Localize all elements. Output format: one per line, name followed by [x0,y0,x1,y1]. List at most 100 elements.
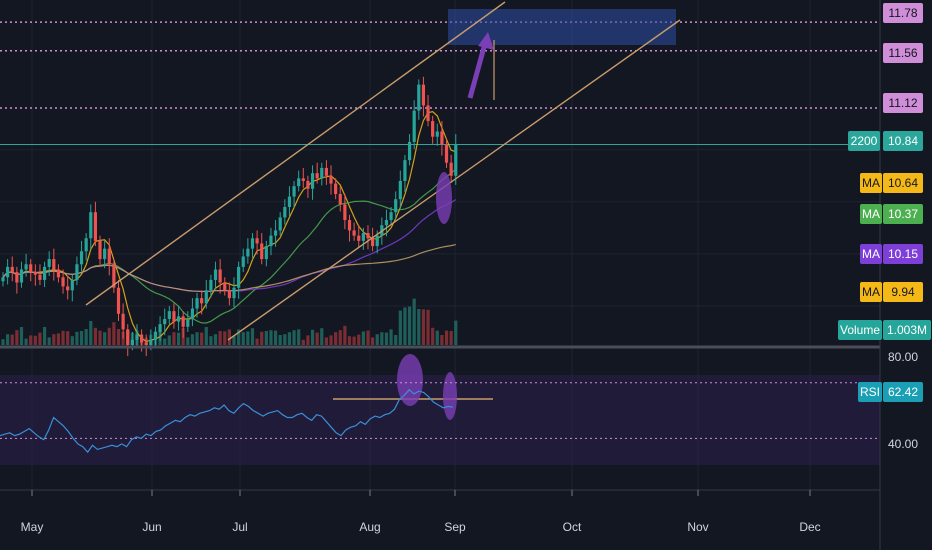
rsi-highlight-ellipse-2 [443,372,457,420]
volume-bar [361,331,365,345]
volume-bar [255,338,259,345]
volume-bar [167,335,171,345]
volume-bar [61,330,65,345]
volume-bar [273,330,278,345]
candle-body [130,339,134,345]
volume-bar [384,332,389,345]
volume-bar [329,335,333,345]
ma-label-tag: MA [862,176,880,190]
candle-body [320,167,324,179]
last-price-time-tag: 2200 [851,134,878,148]
candle-body [227,290,231,299]
candle-body [394,199,398,213]
candle-body [301,178,305,181]
candle-body [352,230,356,236]
candle-body [297,178,301,187]
volume-bar [407,306,412,345]
candle-body [292,186,296,197]
candle-body [375,235,379,247]
candle-body [112,264,116,288]
candle-body [398,180,402,200]
volume-bar [112,322,116,345]
volume-bar [52,334,56,345]
candle-body [384,220,389,226]
volume-label-tag: Volume [840,323,880,337]
volume-bar [292,330,296,345]
volume-bar [315,332,319,345]
candle-body [52,259,56,270]
ma-label-tag-bg [860,282,882,302]
volume-bar [213,334,218,345]
candle-body [75,264,79,280]
volume-bar [417,309,421,345]
volume-bar [79,331,84,345]
candle-body [163,318,167,325]
price-level-tag: 11.56 [888,46,917,60]
candle-body [361,233,365,241]
volume-bar [412,298,416,345]
volume-bar [176,332,181,345]
last-price-tag-bg [883,131,923,151]
candle-body [209,279,213,291]
ma-value-tag-bg [883,282,923,302]
rsi-value-tag-bg [883,382,923,402]
rsi-line [0,388,454,454]
volume-bar [107,327,111,345]
candle-body [417,84,421,111]
price-axis[interactable]: 11.78 11.56 11.12 2200 10.84 MA 10.64 MA 10.37 MA… [838,3,931,451]
horizontal-levels [0,21,880,146]
volume-bar [237,329,241,345]
volume-bar [56,333,61,345]
volume-bar [398,310,402,345]
volume-bar [33,335,37,345]
candle-body [426,105,430,122]
volume-value-tag: 1.003M [887,323,927,337]
volume-bar [269,330,273,345]
last-price-time-tag-bg [848,131,880,151]
volume-bar [10,334,14,345]
candle-body [357,235,361,241]
volume-bar [454,320,458,345]
candle-body [329,175,333,184]
volume-bar [306,335,310,345]
candle-body [310,173,315,189]
candle-body [15,272,19,283]
volume-bar [204,327,208,345]
candle-body [29,264,33,273]
volume-bar [186,337,190,345]
candle-body [260,243,264,260]
candle-body [371,238,375,247]
channel-lower-line [227,19,681,341]
volume-bar [440,335,444,345]
candle-body [98,240,102,260]
volume-bar [42,327,47,345]
candle-body [264,246,268,260]
volume-bar [172,332,176,345]
volume-bar [264,331,268,345]
candle-body [79,251,84,265]
ma-label-tag: MA [862,247,880,261]
ma-value-tag-bg [883,204,923,224]
volume-bar [1,339,5,345]
volume-bar [218,331,222,345]
ma-value-tag: 10.37 [888,207,918,221]
volume-bar [431,327,435,345]
candle-body [93,212,97,241]
candle-body [158,324,162,332]
volume-bar [190,334,195,345]
price-level-tag-bg [883,3,923,23]
ma-label-tag-bg [860,244,882,264]
volume-bar [6,334,10,345]
candle-body [144,342,148,345]
candle-body [121,313,125,330]
time-label: Dec [799,520,820,534]
time-label: Jun [142,520,161,534]
time-axis[interactable]: May Jun Jul Aug Sep Oct Nov Dec [21,490,821,534]
volume-bar [38,332,42,345]
candle-body [347,220,352,231]
volume-bar [371,337,375,345]
candle-body [449,162,453,176]
candle-body [116,287,121,314]
